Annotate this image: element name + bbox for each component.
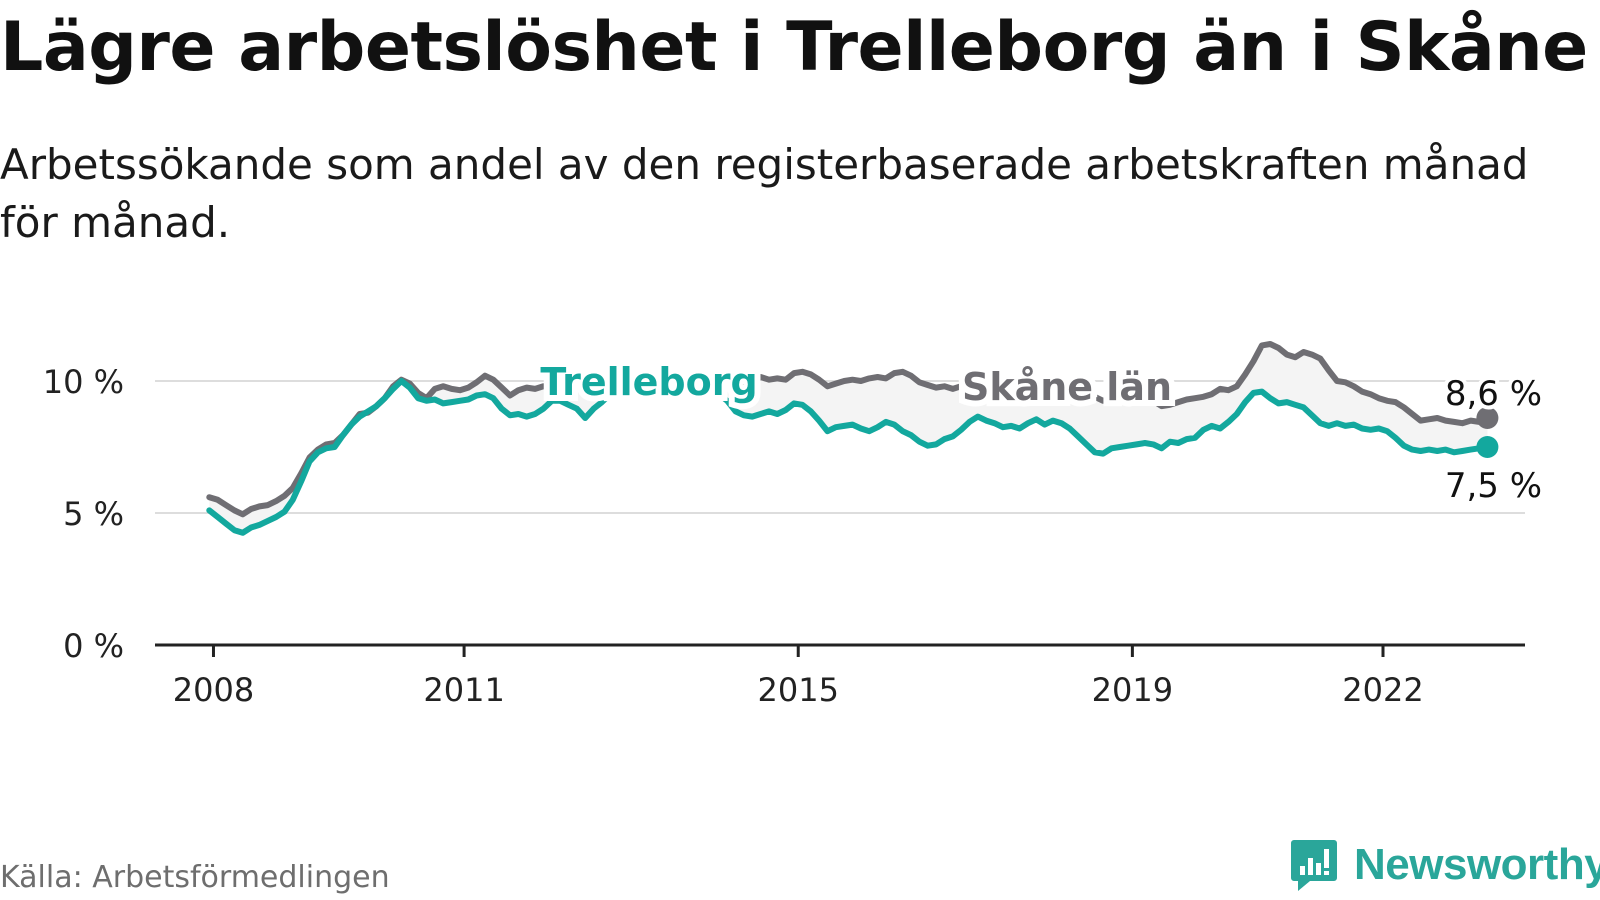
page-title: Lägre arbetslöshet i Trelleborg än i Skå… bbox=[0, 8, 1588, 87]
source-note: Källa: Arbetsförmedlingen bbox=[0, 860, 390, 895]
y-tick-label: 10 % bbox=[43, 363, 124, 401]
y-tick-label: 0 % bbox=[63, 627, 124, 665]
end-dot-trelleborg bbox=[1476, 436, 1499, 458]
newsworthy-logo-icon bbox=[1291, 840, 1337, 891]
x-tick-label: 2022 bbox=[1342, 671, 1423, 709]
brand-name: Newsworthy bbox=[1354, 840, 1600, 889]
y-axis: 0 % 5 % 10 % bbox=[43, 363, 124, 665]
series-line-trelleborg bbox=[206, 378, 1491, 536]
series-label-skane: Skåne län bbox=[962, 365, 1172, 409]
series-label-trelleborg: Trelleborg bbox=[540, 360, 757, 404]
end-label-skane: 8,6 % bbox=[1445, 374, 1542, 414]
x-tick-label: 2008 bbox=[173, 671, 254, 709]
x-axis: 2008 2011 2015 2019 2022 bbox=[155, 643, 1525, 709]
brand-logo: Newsworthy bbox=[1290, 838, 1600, 892]
x-tick-label: 2019 bbox=[1092, 671, 1173, 709]
gap-area bbox=[209, 344, 1488, 533]
x-tick-label: 2015 bbox=[758, 671, 839, 709]
end-dot-skane bbox=[1476, 406, 1499, 429]
end-label-trelleborg: 7,5 % bbox=[1445, 466, 1542, 506]
y-tick-label: 5 % bbox=[63, 495, 124, 533]
x-tick-label: 2011 bbox=[423, 671, 504, 709]
chart-subtitle: Arbetssökande som andel av den registerb… bbox=[0, 140, 1529, 247]
